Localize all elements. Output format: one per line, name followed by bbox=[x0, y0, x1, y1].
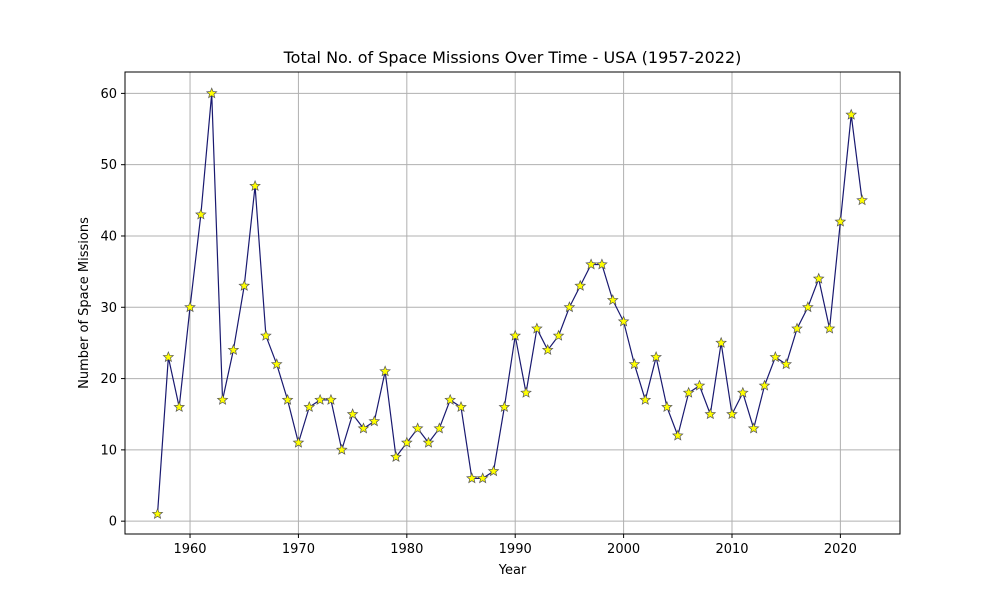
data-point-1999 bbox=[606, 294, 619, 306]
x-axis-label: Year bbox=[498, 563, 527, 578]
data-point-1996 bbox=[574, 279, 587, 291]
data-point-1997 bbox=[585, 258, 597, 270]
data-point-1991 bbox=[520, 386, 532, 398]
data-point-1981 bbox=[411, 422, 424, 434]
data-point-2011 bbox=[737, 386, 749, 398]
data-point-1975 bbox=[346, 408, 359, 420]
data-point-1964 bbox=[227, 343, 240, 356]
data-point-1986 bbox=[466, 472, 478, 484]
y-tick-label: 60 bbox=[100, 87, 117, 102]
data-point-2012 bbox=[747, 422, 760, 434]
data-point-2021 bbox=[845, 108, 858, 120]
data-point-1990 bbox=[509, 329, 522, 341]
chart-title: Total No. of Space Missions Over Time - … bbox=[283, 48, 742, 67]
data-point-1982 bbox=[422, 436, 435, 448]
data-point-1965 bbox=[238, 279, 251, 291]
data-point-1985 bbox=[455, 400, 467, 413]
series-layer bbox=[151, 87, 868, 519]
data-point-1967 bbox=[260, 329, 272, 341]
data-point-2020 bbox=[834, 215, 847, 227]
data-point-1989 bbox=[498, 400, 511, 413]
data-point-1998 bbox=[596, 258, 608, 270]
data-point-1963 bbox=[216, 393, 229, 405]
data-point-2016 bbox=[791, 322, 803, 334]
y-tick-label: 0 bbox=[109, 515, 117, 530]
data-point-2000 bbox=[617, 315, 630, 327]
data-point-1973 bbox=[325, 393, 337, 405]
data-point-2006 bbox=[682, 386, 695, 398]
series-line bbox=[156, 93, 863, 515]
data-point-2014 bbox=[769, 351, 782, 363]
data-point-2022 bbox=[856, 194, 868, 206]
data-point-1968 bbox=[270, 358, 283, 370]
data-point-1984 bbox=[444, 393, 457, 405]
data-point-1959 bbox=[173, 400, 186, 413]
data-point-1977 bbox=[368, 415, 381, 427]
y-tick-label: 10 bbox=[100, 443, 117, 458]
data-point-2018 bbox=[812, 272, 825, 284]
x-tick-label: 2010 bbox=[715, 542, 748, 557]
x-tick-label: 2000 bbox=[607, 542, 640, 557]
data-point-2001 bbox=[628, 358, 641, 370]
data-point-1957 bbox=[151, 507, 164, 519]
grid bbox=[125, 72, 900, 534]
data-point-2004 bbox=[661, 400, 673, 413]
data-point-1992 bbox=[531, 322, 543, 334]
plot-frame bbox=[124, 71, 901, 535]
x-tick-label: 1980 bbox=[390, 542, 423, 557]
data-point-1988 bbox=[487, 465, 500, 477]
data-point-1995 bbox=[563, 301, 576, 313]
data-point-2008 bbox=[704, 408, 717, 420]
data-point-2002 bbox=[639, 393, 652, 405]
data-point-2015 bbox=[780, 358, 793, 370]
data-point-2019 bbox=[823, 322, 836, 334]
data-point-2010 bbox=[726, 408, 738, 420]
y-axis-label: Number of Space Missions bbox=[77, 217, 92, 389]
data-point-1983 bbox=[433, 422, 446, 434]
data-point-1969 bbox=[281, 393, 294, 405]
ticks: 1960 1970 1980 1990 2000 2010 2020 0 10 20 30 40 50 6… bbox=[100, 87, 856, 557]
y-tick-label: 50 bbox=[100, 158, 117, 173]
data-point-1971 bbox=[303, 400, 316, 413]
data-point-1966 bbox=[249, 179, 261, 192]
data-point-1976 bbox=[357, 422, 370, 434]
data-point-2013 bbox=[758, 379, 771, 391]
data-point-2005 bbox=[671, 429, 684, 441]
data-point-2009 bbox=[715, 336, 727, 348]
data-point-1980 bbox=[400, 436, 413, 448]
y-tick-label: 40 bbox=[100, 229, 117, 244]
x-tick-label: 1990 bbox=[499, 542, 532, 557]
data-point-1962 bbox=[205, 87, 218, 99]
data-point-2017 bbox=[802, 301, 814, 313]
data-point-1961 bbox=[195, 208, 207, 220]
data-point-1974 bbox=[335, 443, 348, 455]
x-tick-label: 1960 bbox=[173, 542, 206, 557]
x-tick-label: 2020 bbox=[824, 542, 857, 557]
data-point-1994 bbox=[552, 329, 565, 341]
data-point-1987 bbox=[476, 472, 489, 484]
data-point-2007 bbox=[693, 379, 706, 391]
data-point-1978 bbox=[379, 365, 391, 377]
x-tick-label: 1970 bbox=[282, 542, 315, 557]
data-point-1960 bbox=[184, 301, 196, 313]
data-point-1972 bbox=[314, 393, 326, 405]
data-point-1993 bbox=[541, 343, 554, 356]
data-point-2003 bbox=[650, 351, 662, 363]
data-point-1979 bbox=[390, 450, 402, 462]
data-point-1958 bbox=[162, 351, 175, 363]
y-tick-label: 30 bbox=[100, 301, 117, 316]
data-point-1970 bbox=[292, 436, 305, 448]
y-tick-label: 20 bbox=[100, 372, 117, 387]
